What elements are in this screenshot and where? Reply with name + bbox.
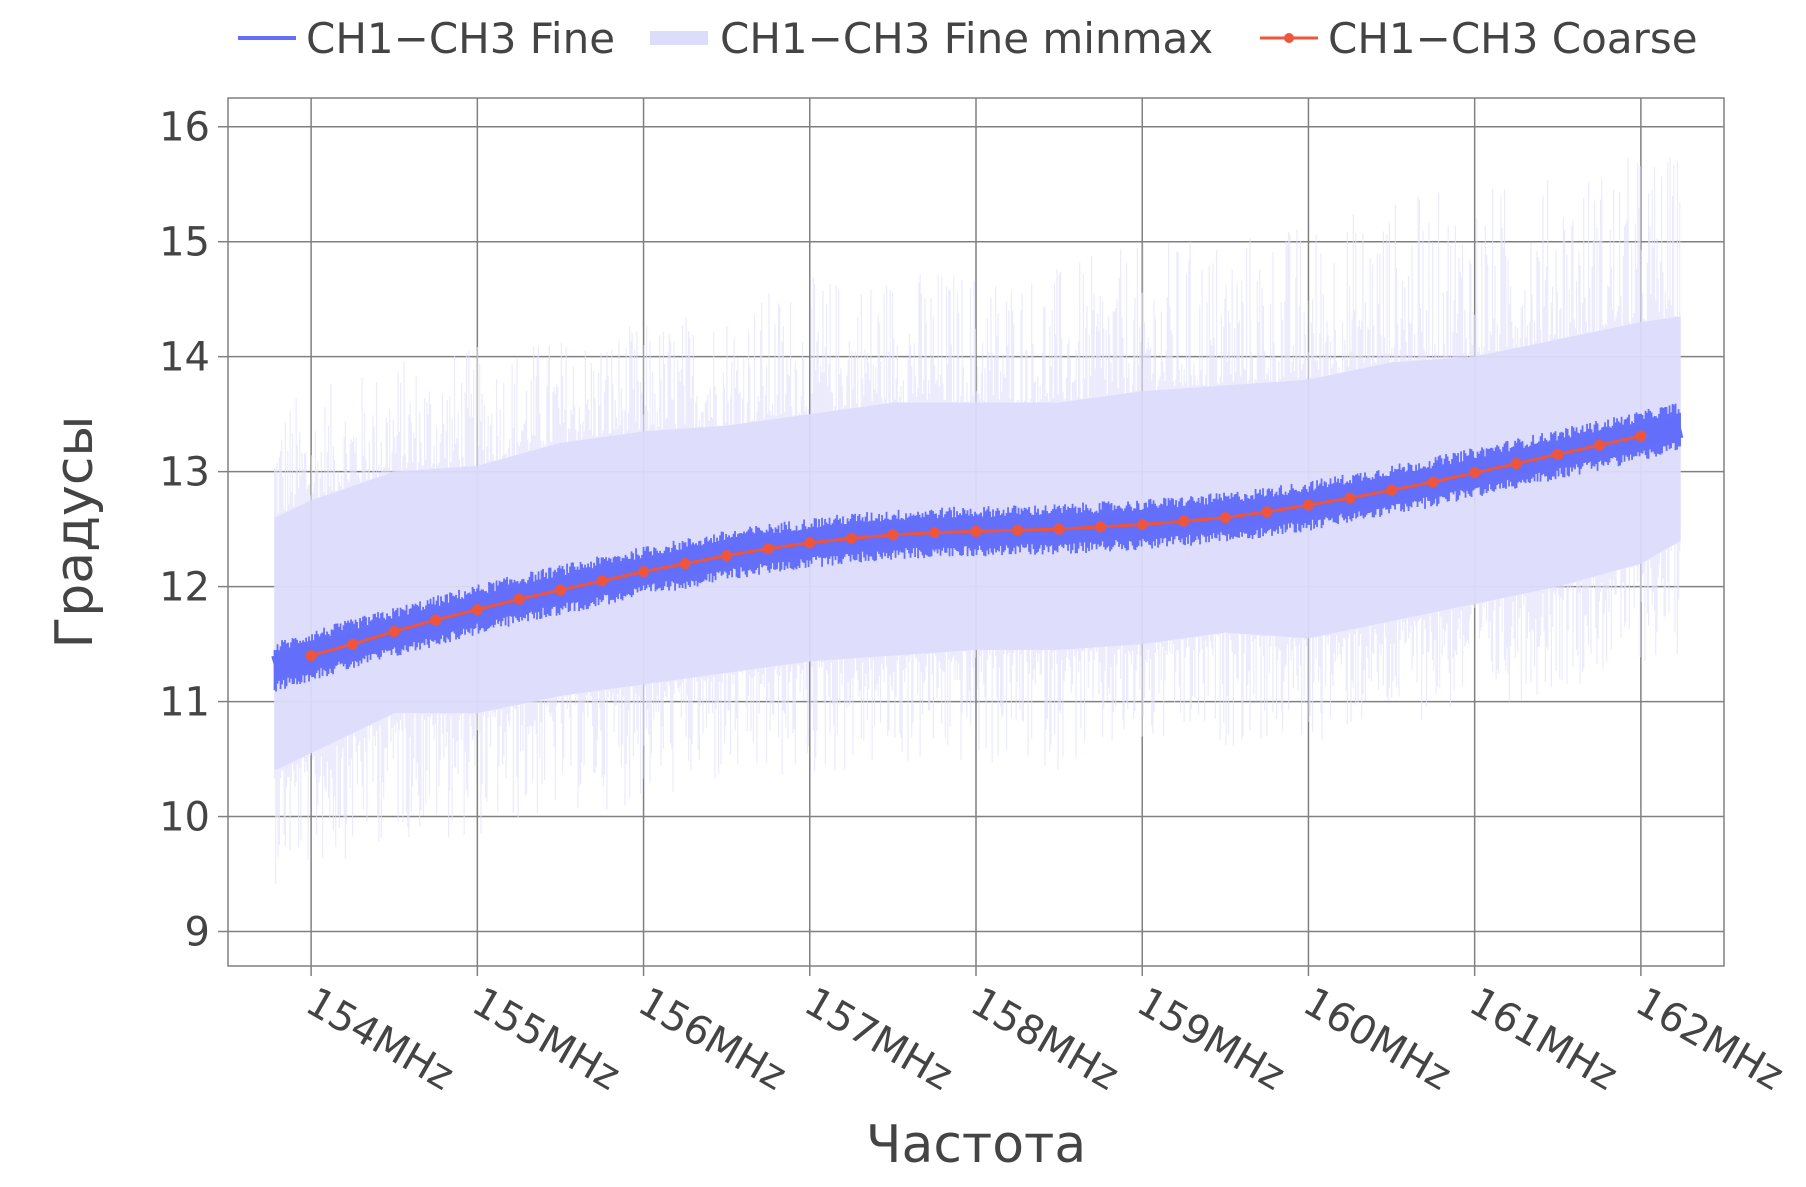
x-axis-title: Частота (866, 1115, 1086, 1175)
coarse-point-32 (1635, 430, 1647, 442)
y-tick-label-2: 11 (159, 680, 210, 726)
coarse-point-15 (928, 527, 940, 539)
coarse-point-30 (1552, 448, 1564, 460)
x-tick-label-6: 160MHz (1295, 979, 1458, 1100)
coarse-point-6 (554, 584, 566, 596)
coarse-point-10 (721, 550, 733, 562)
legend-item-coarse[interactable]: CH1−CH3 Coarse (1260, 14, 1698, 63)
y-axis-title: Градусы (45, 416, 105, 649)
coarse-point-23 (1261, 506, 1273, 518)
coarse-point-25 (1344, 492, 1356, 504)
coarse-series (305, 430, 1647, 662)
coarse-point-26 (1386, 484, 1398, 496)
coarse-point-9 (679, 558, 691, 570)
coarse-point-19 (1095, 521, 1107, 533)
x-tick-label-2: 156MHz (631, 979, 794, 1100)
legend: CH1−CH3 Fine CH1−CH3 Fine minmax CH1−CH3… (238, 14, 1698, 63)
y-tick-label-7: 16 (159, 105, 210, 151)
coarse-point-12 (804, 537, 816, 549)
legend-label-fine: CH1−CH3 Fine (306, 14, 615, 63)
legend-item-minmax[interactable]: CH1−CH3 Fine minmax (650, 14, 1213, 63)
legend-label-coarse: CH1−CH3 Coarse (1328, 14, 1698, 63)
coarse-point-7 (596, 575, 608, 587)
coarse-point-13 (845, 532, 857, 544)
coarse-point-31 (1593, 439, 1605, 451)
coarse-point-0 (305, 650, 317, 662)
coarse-point-2 (388, 625, 400, 637)
x-tick-label-1: 155MHz (464, 979, 627, 1100)
coarse-point-5 (513, 593, 525, 605)
x-axis: 154MHz 155MHz 156MHz 157MHz 158MHz 159MHz 160M… (298, 966, 1791, 1100)
coarse-point-18 (1053, 523, 1065, 535)
coarse-point-24 (1302, 499, 1314, 511)
x-tick-label-7: 161MHz (1462, 979, 1625, 1100)
y-tick-label-5: 14 (159, 335, 210, 381)
coarse-point-14 (887, 529, 899, 541)
legend-swatch-minmax (650, 31, 708, 45)
x-tick-label-4: 158MHz (963, 979, 1126, 1100)
coarse-point-3 (430, 614, 442, 626)
coarse-point-1 (347, 638, 359, 650)
coarse-point-17 (1012, 524, 1024, 536)
coarse-point-8 (638, 566, 650, 578)
coarse-point-4 (471, 604, 483, 616)
x-tick-label-0: 154MHz (298, 979, 461, 1100)
x-tick-label-8: 162MHz (1628, 979, 1791, 1100)
coarse-point-27 (1427, 476, 1439, 488)
coarse-point-29 (1510, 458, 1522, 470)
coarse-point-20 (1136, 519, 1148, 531)
y-tick-label-0: 9 (185, 910, 210, 956)
y-tick-label-6: 15 (159, 220, 210, 266)
y-tick-label-3: 12 (159, 565, 210, 611)
coarse-point-21 (1178, 515, 1190, 527)
y-tick-label-1: 10 (159, 795, 210, 841)
coarse-point-22 (1219, 512, 1231, 524)
x-tick-label-5: 159MHz (1129, 979, 1292, 1100)
coarse-point-16 (970, 525, 982, 537)
legend-marker-coarse (1284, 33, 1294, 43)
y-axis: 9 10 11 12 13 14 15 16 (159, 105, 228, 956)
coarse-point-11 (762, 543, 774, 555)
legend-label-minmax: CH1−CH3 Fine minmax (720, 14, 1213, 63)
y-tick-label-4: 13 (159, 450, 210, 496)
x-tick-label-3: 157MHz (797, 979, 960, 1100)
legend-item-fine[interactable]: CH1−CH3 Fine (238, 14, 615, 63)
coarse-point-28 (1469, 467, 1481, 479)
